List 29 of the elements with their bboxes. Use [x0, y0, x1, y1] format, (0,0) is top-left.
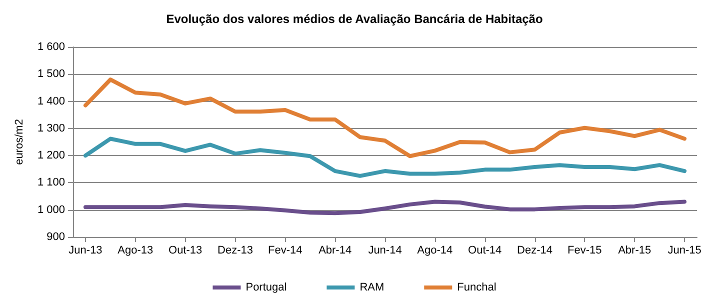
x-tick-label: Dez-13	[218, 244, 253, 256]
y-tick-label: 1 000	[37, 204, 65, 216]
y-tick-label: 1 300	[37, 122, 65, 134]
legend-label: Portugal	[246, 282, 287, 294]
y-tick-label: 1 500	[37, 68, 65, 80]
x-tick-label: Jun-13	[68, 244, 102, 256]
chart-title: Evolução dos valores médios de Avaliação Bancária de Habitação	[166, 12, 543, 26]
x-tick-label: Jun-14	[368, 244, 402, 256]
line-series	[83, 136, 687, 178]
line-series	[83, 200, 687, 216]
x-tick-label: Abr-14	[318, 244, 352, 256]
x-tick-label: Fev-15	[568, 244, 602, 256]
y-tick-label: 1 400	[37, 95, 65, 108]
x-tick-label: Ago-14	[417, 244, 453, 256]
y-tick-label: 1 200	[37, 150, 65, 162]
x-tick-label: Out-14	[468, 244, 502, 256]
x-tick-label: Ago-13	[118, 244, 154, 256]
y-tick-label: 1 100	[37, 176, 65, 189]
y-tick-label: 1 600	[37, 41, 65, 53]
x-tick-label: Abr-15	[618, 244, 652, 256]
x-tick-label: Dez-14	[517, 244, 552, 256]
y-tick-label: 900	[46, 231, 65, 243]
x-tick-label: Fev-14	[268, 244, 302, 256]
legend-label: Funchal	[457, 282, 496, 294]
y-axis-title: euros/m2	[14, 119, 26, 165]
line-series	[83, 78, 687, 158]
x-tick-label: Out-13	[168, 244, 202, 256]
x-tick-label: Jun-15	[668, 244, 702, 256]
legend-label: RAM	[360, 282, 384, 294]
